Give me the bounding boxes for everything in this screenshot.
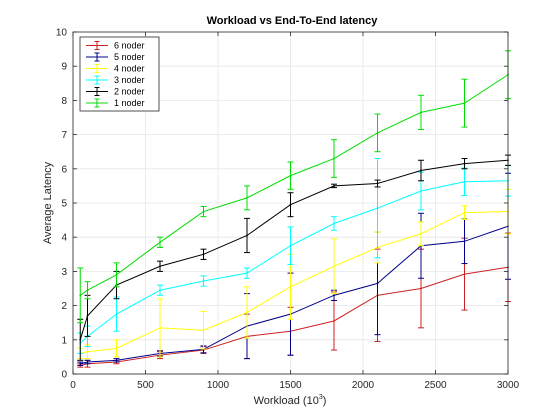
x-tick-label: 500: [137, 380, 154, 391]
y-tick-label: 10: [56, 28, 68, 39]
legend-label: 1 noder: [114, 98, 145, 108]
data-point: [115, 273, 118, 276]
x-tick-label: 0: [70, 380, 76, 391]
legend-label: 4 noder: [114, 64, 145, 74]
data-point: [159, 265, 161, 268]
series-line: [80, 211, 509, 354]
x-axis-label-close: ): [323, 395, 327, 407]
data-point: [420, 111, 422, 114]
series-1-noder: [77, 50, 511, 324]
data-point: [86, 314, 89, 317]
data-point: [333, 157, 335, 160]
data-point: [79, 338, 82, 341]
data-point: [79, 362, 82, 365]
data-point: [246, 196, 248, 199]
y-tick-label: 5: [61, 199, 67, 210]
series-line: [80, 266, 509, 366]
data-point: [420, 169, 422, 172]
data-point: [159, 326, 161, 329]
data-point: [376, 207, 379, 210]
data-point: [289, 203, 292, 206]
x-tick-label: 1000: [207, 380, 230, 391]
data-point: [463, 240, 466, 243]
y-tick-label: 6: [61, 164, 67, 175]
legend-label: 5 noder: [114, 52, 145, 62]
y-tick-label: 7: [61, 130, 67, 141]
data-point: [333, 222, 335, 225]
data-point: [202, 253, 205, 256]
data-point: [86, 350, 89, 353]
data-point: [376, 131, 379, 134]
y-axis-label: Average Latency: [42, 161, 54, 244]
x-axis-label-main: Workload (10: [254, 395, 319, 407]
data-point: [202, 329, 205, 332]
data-point: [463, 180, 466, 183]
data-point: [289, 285, 292, 288]
data-point: [376, 182, 379, 185]
data-point: [159, 241, 161, 244]
data-point: [463, 211, 466, 214]
data-point: [463, 273, 466, 276]
y-tick-label: 8: [61, 96, 67, 107]
data-point: [463, 162, 466, 165]
y-tick-label: 4: [61, 233, 67, 244]
y-tick-label: 0: [61, 370, 67, 381]
data-point: [246, 234, 248, 237]
data-point: [463, 102, 466, 105]
legend-box: [79, 36, 160, 112]
legend-label: 6 noder: [114, 41, 145, 51]
data-point: [79, 294, 82, 297]
x-axis-label-exponent: 3: [319, 394, 323, 401]
x-tick-label: 3000: [497, 380, 520, 391]
y-tick-label: 3: [61, 267, 67, 278]
data-point: [202, 210, 205, 213]
y-axis-ticks: 0 1 2 3 4 5 6 7 8 9 10: [56, 28, 508, 381]
x-axis-ticks: 0 500 1000 1500 2000 2500 3000: [70, 32, 520, 391]
x-tick-label: 1500: [279, 380, 302, 391]
data-point: [333, 265, 335, 268]
legend-label: 3 noder: [114, 75, 145, 85]
data-point: [202, 280, 205, 282]
y-tick-label: 2: [61, 301, 67, 312]
data-point: [420, 232, 422, 235]
data-point: [159, 289, 161, 292]
series-line: [79, 74, 509, 296]
data-point: [86, 361, 89, 363]
series-line: [79, 159, 509, 340]
x-tick-label: 2500: [424, 380, 447, 391]
y-tick-label: 9: [61, 62, 67, 73]
y-tick-label: 1: [61, 335, 67, 346]
data-point: [115, 313, 118, 316]
data-point: [115, 347, 118, 350]
data-point: [86, 289, 89, 292]
series-layer: [77, 50, 511, 368]
chart-title: Workload vs End-To-End latency: [207, 15, 379, 27]
data-point: [420, 287, 422, 290]
data-point: [289, 174, 292, 177]
series-line: [80, 225, 509, 365]
data-point: [246, 311, 248, 314]
series-line: [79, 180, 509, 344]
data-point: [376, 282, 379, 285]
legend-label: 2 noder: [114, 87, 145, 97]
data-point: [333, 320, 335, 322]
data-point: [333, 294, 335, 297]
data-point: [246, 272, 248, 275]
data-point: [289, 244, 292, 247]
data-point: [420, 190, 422, 192]
data-point: [115, 359, 118, 362]
x-tick-label: 2000: [352, 380, 375, 391]
x-axis-label: Workload (103): [254, 394, 327, 407]
data-point: [333, 185, 335, 187]
